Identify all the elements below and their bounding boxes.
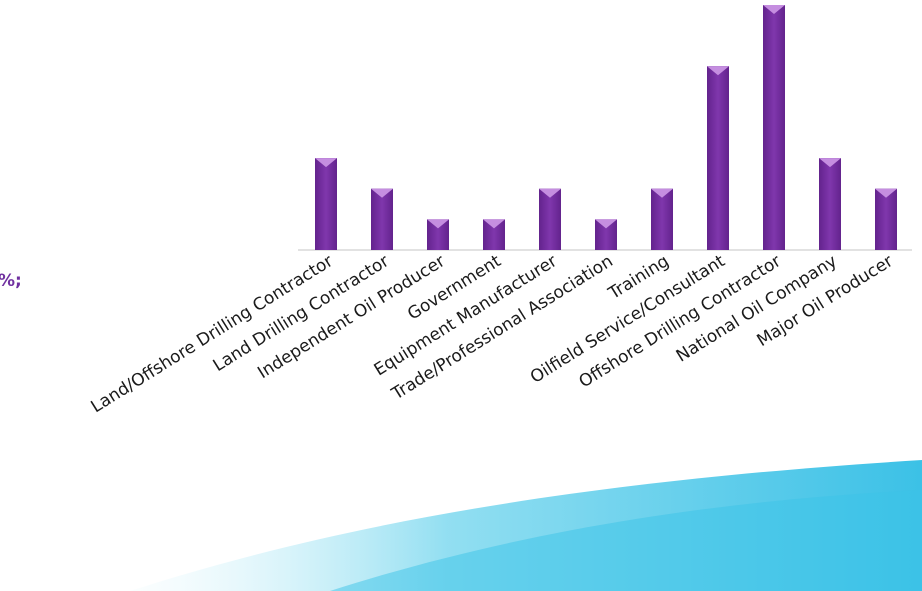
- bar: [819, 158, 841, 250]
- bar: [539, 188, 561, 250]
- bar: [315, 158, 337, 250]
- annotation: %;: [0, 271, 22, 291]
- bar: [651, 188, 673, 250]
- bar: [427, 219, 449, 250]
- bar: [483, 219, 505, 250]
- bar: [875, 188, 897, 250]
- bar: [595, 219, 617, 250]
- bar: [707, 66, 729, 250]
- bar: [763, 5, 785, 250]
- decor-swoosh: [330, 490, 922, 591]
- x-tick-label: Land/Offshore Drilling Contractor: [88, 251, 337, 417]
- bar: [371, 188, 393, 250]
